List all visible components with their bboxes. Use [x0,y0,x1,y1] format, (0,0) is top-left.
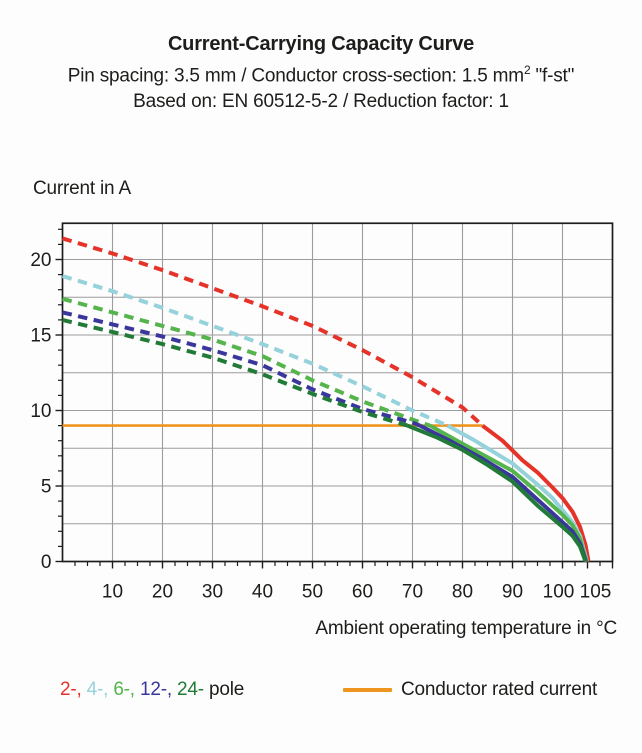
legend-pole-item: 4-, [86,679,114,700]
rated-current-line-icon [343,688,392,692]
rated-current-label: Conductor rated current [401,679,598,700]
x-axis-tick-label: 90 [502,582,523,603]
legend-pole-item: 24- [177,679,204,700]
x-axis-tick-label: 100 [543,582,575,603]
series-24-pole-dashed [62,317,409,428]
chart-basis: Based on: EN 60512-5-2 / Reduction facto… [133,91,509,112]
series-4-pole-dashed [61,274,449,428]
legend-pole-list: 2-, 4-, 6-, 12-, 24- pole [60,679,244,701]
x-axis-tick-label: 105 [580,582,612,603]
series-24-pole-solid [406,423,588,563]
series-2-pole-dashed [61,236,484,428]
chart-subtitle-superscript: 2 [523,63,531,77]
legend-pole-item: 12-, [139,679,177,700]
x-axis-tick-label: 20 [152,582,173,603]
x-axis-tick-label: 50 [302,582,323,603]
y-axis-tick-label: 5 [41,477,52,498]
legend-pole-item: 6-, [113,679,140,700]
x-axis-tick-label: 60 [352,582,373,603]
chart-subtitle-suffix: "f-st" [530,65,575,87]
x-axis-tick-label: 70 [402,582,423,603]
y-axis-tick-label: 15 [30,326,51,347]
y-axis-tick-label: 10 [30,401,51,422]
series-12-pole-dashed [62,310,421,428]
legend-rated-current: Conductor rated current [343,679,597,701]
x-axis-tick-label: 40 [252,582,273,603]
x-axis-title: Ambient operating temperature in °C [315,618,617,639]
x-axis-tick-label: 30 [202,582,223,603]
x-axis-tick-label: 80 [452,582,473,603]
series-2-pole-solid [481,424,591,562]
y-axis-title: Current in A [33,178,131,199]
legend-pole-suffix: pole [203,679,245,700]
chart-subtitle: Pin spacing: 3.5 mm / Conductor cross-se… [0,63,642,87]
chart-subtitle-text: Pin spacing: 3.5 mm / Conductor cross-se… [67,65,524,87]
series-12-pole-solid [419,423,588,563]
y-axis-tick-label: 0 [41,552,52,573]
series-6-pole-solid [429,423,589,563]
chart-title: Current-Carrying Capacity Curve [167,33,475,55]
y-axis-tick-label: 20 [30,250,51,271]
x-axis-tick-label: 10 [102,582,123,603]
legend-pole-item: 2-, [60,679,87,700]
series-6-pole-dashed [61,296,431,428]
